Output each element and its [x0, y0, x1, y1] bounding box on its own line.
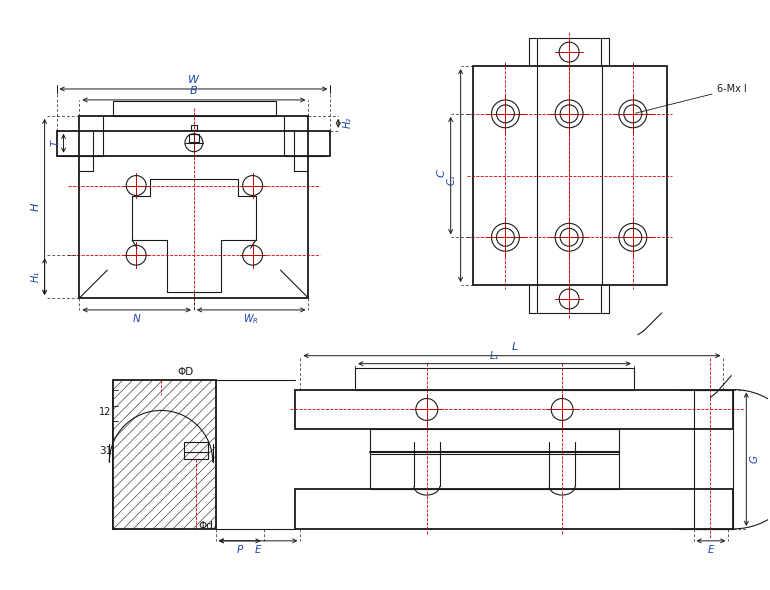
Text: C₁: C₁ [447, 174, 457, 185]
Bar [296, 489, 733, 529]
Bar [694, 389, 733, 529]
Bar [184, 442, 208, 459]
Bar [296, 389, 733, 430]
Text: 12: 12 [99, 408, 112, 418]
Text: H₁: H₁ [31, 270, 41, 281]
Bar [355, 368, 634, 389]
Text: $W_R$: $W_R$ [243, 312, 259, 326]
Text: ΦD: ΦD [178, 366, 194, 376]
Text: E: E [708, 545, 715, 555]
Text: B: B [190, 86, 198, 96]
Bar [191, 125, 197, 130]
Bar [189, 134, 199, 142]
Bar [79, 116, 308, 298]
Text: 6-Mx l: 6-Mx l [635, 84, 747, 113]
Text: C: C [437, 170, 447, 178]
Bar [473, 66, 667, 285]
Bar [113, 101, 276, 116]
Text: N: N [132, 314, 141, 324]
Text: T: T [51, 140, 61, 146]
Text: W: W [188, 75, 199, 85]
Text: L: L [511, 342, 517, 352]
Text: 31: 31 [99, 446, 112, 456]
Text: Φd: Φd [199, 521, 213, 531]
Text: L₁: L₁ [490, 350, 499, 360]
Text: E: E [255, 545, 261, 555]
Bar [56, 131, 330, 156]
Bar [370, 430, 619, 489]
Text: H₂: H₂ [343, 117, 353, 129]
Text: H: H [31, 202, 41, 211]
Text: P: P [236, 545, 243, 555]
Text: G: G [749, 455, 759, 463]
Bar [113, 379, 216, 529]
